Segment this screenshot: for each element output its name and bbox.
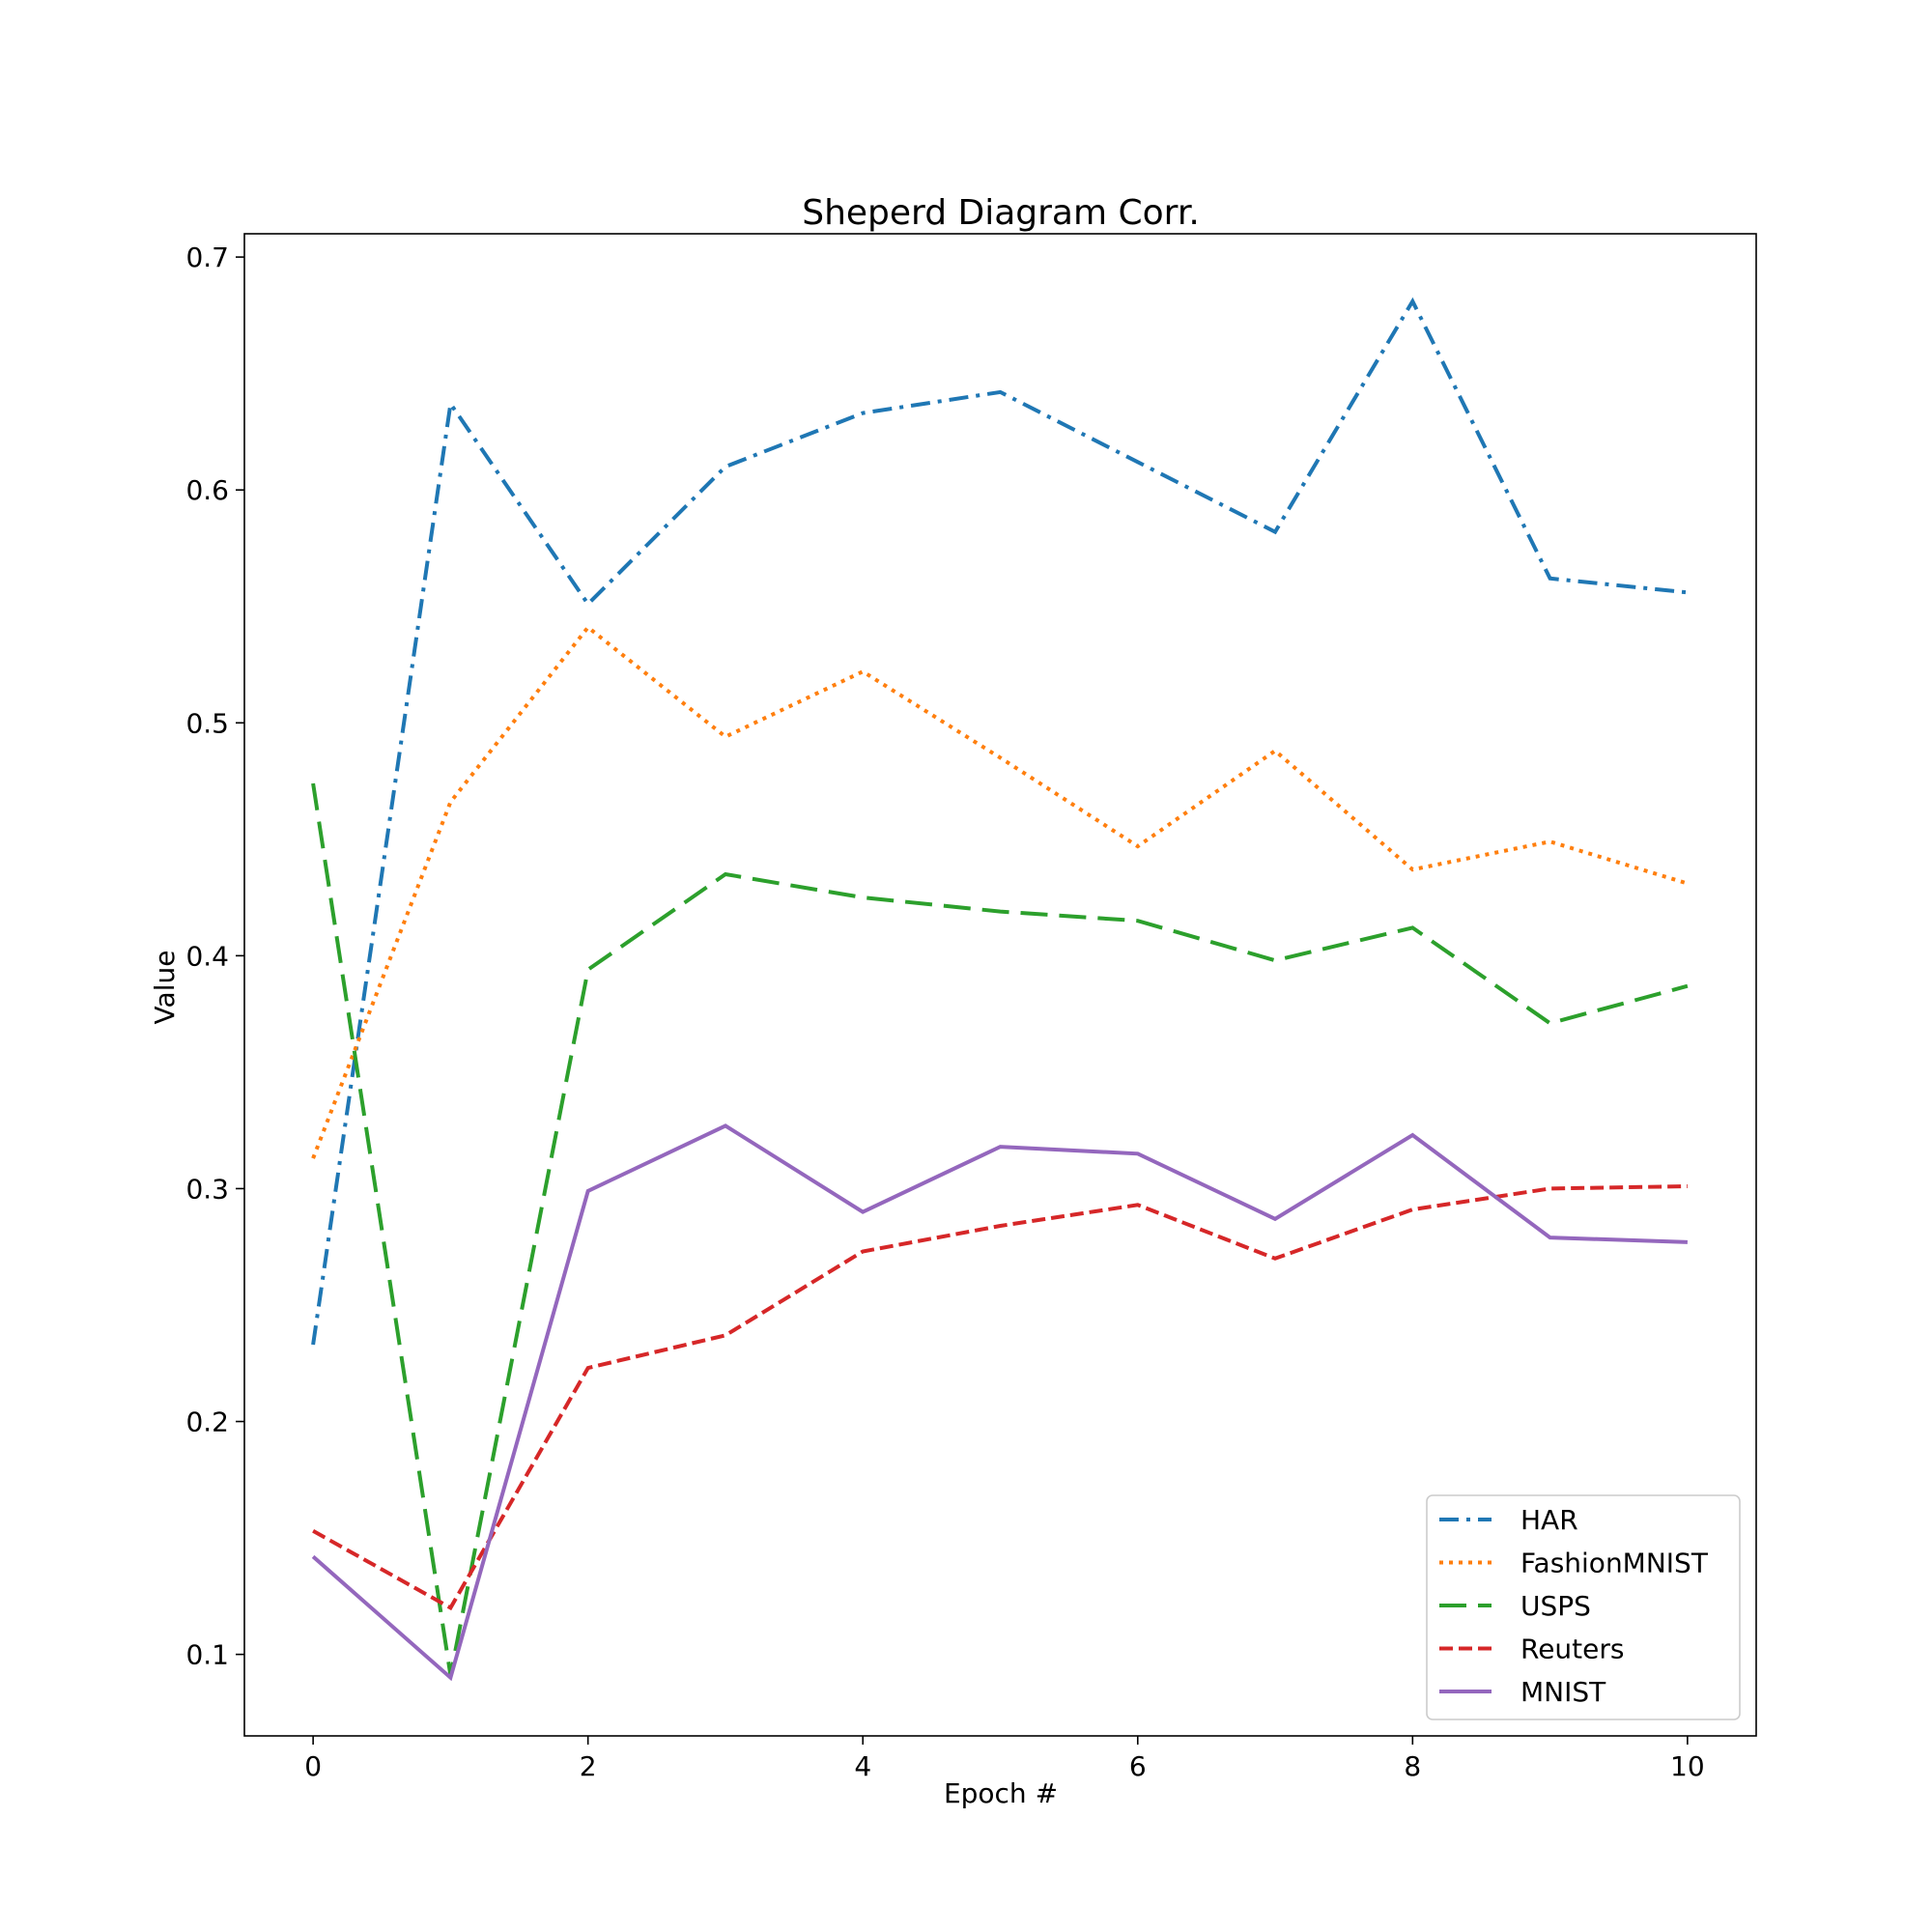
series-line-reuters [312,1184,1688,1611]
series-line-har [311,297,1689,1346]
legend: HAR FashionMNIST USPS Reuters MNIST [1426,1494,1741,1720]
legend-label-mnist: MNIST [1520,1676,1606,1708]
x-axis-label: Epoch # [944,1777,1058,1809]
chart-title: Sheperd Diagram Corr. [802,193,1200,233]
y-tick-label: 0.4 [185,940,229,972]
plot-frame [243,233,1757,1737]
y-axis-label: Value [149,951,181,1025]
legend-label-reuters: Reuters [1520,1634,1624,1665]
x-tick-label: 8 [1404,1750,1421,1782]
series-line-fashionmnist [311,624,1689,1159]
series-line-usps [311,782,1689,1676]
y-tick-label: 0.7 [185,242,229,273]
x-tick-label: 6 [1129,1750,1147,1782]
x-tick-label: 10 [1670,1750,1705,1782]
y-tick-label: 0.3 [185,1173,229,1205]
legend-label-usps: USPS [1520,1590,1591,1622]
series-line-mnist [311,1123,1688,1682]
legend-label-fashionmnist: FashionMNIST [1520,1548,1709,1579]
plot-area: 0 2 4 6 8 10 0.1 0.2 0.3 0.4 0.5 0.6 0.7 [185,233,1757,1782]
x-tick-label: 2 [580,1750,597,1782]
legend-label-har: HAR [1520,1504,1578,1536]
legend-box [1426,1494,1741,1720]
y-tick-label: 0.1 [185,1639,229,1671]
y-tick-label: 0.6 [185,474,229,506]
x-tick-label: 0 [304,1750,322,1782]
y-tick-label: 0.2 [185,1406,229,1438]
x-tick-label: 4 [854,1750,871,1782]
y-tick-label: 0.5 [185,707,229,739]
